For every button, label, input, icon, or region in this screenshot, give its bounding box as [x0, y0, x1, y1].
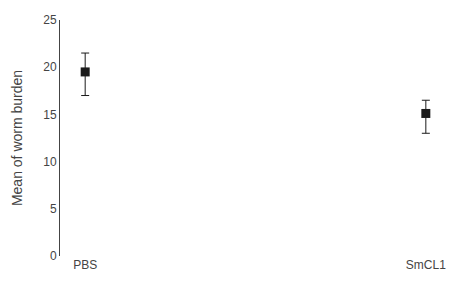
svg-text:20: 20 — [43, 60, 57, 74]
svg-text:0: 0 — [50, 249, 57, 263]
svg-text:25: 25 — [43, 13, 57, 27]
svg-text:SmCL1: SmCL1 — [406, 258, 446, 272]
svg-text:10: 10 — [43, 155, 57, 169]
svg-text:Mean of worm burden: Mean of worm burden — [9, 70, 25, 206]
svg-text:PBS: PBS — [73, 258, 97, 272]
svg-text:15: 15 — [43, 108, 57, 122]
svg-text:5: 5 — [50, 202, 57, 216]
